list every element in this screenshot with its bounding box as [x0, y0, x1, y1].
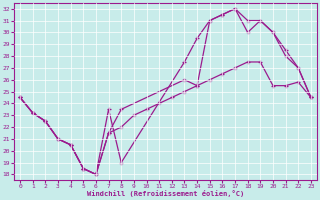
X-axis label: Windchill (Refroidissement éolien,°C): Windchill (Refroidissement éolien,°C): [87, 190, 244, 197]
